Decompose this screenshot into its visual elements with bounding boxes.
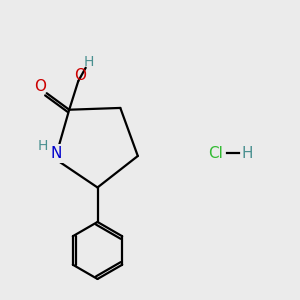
Text: O: O — [75, 68, 87, 83]
Text: H: H — [37, 139, 48, 153]
Text: H: H — [242, 146, 253, 160]
Text: O: O — [34, 79, 46, 94]
Text: Cl: Cl — [208, 146, 224, 160]
Text: H: H — [83, 55, 94, 69]
Text: N: N — [51, 146, 62, 161]
